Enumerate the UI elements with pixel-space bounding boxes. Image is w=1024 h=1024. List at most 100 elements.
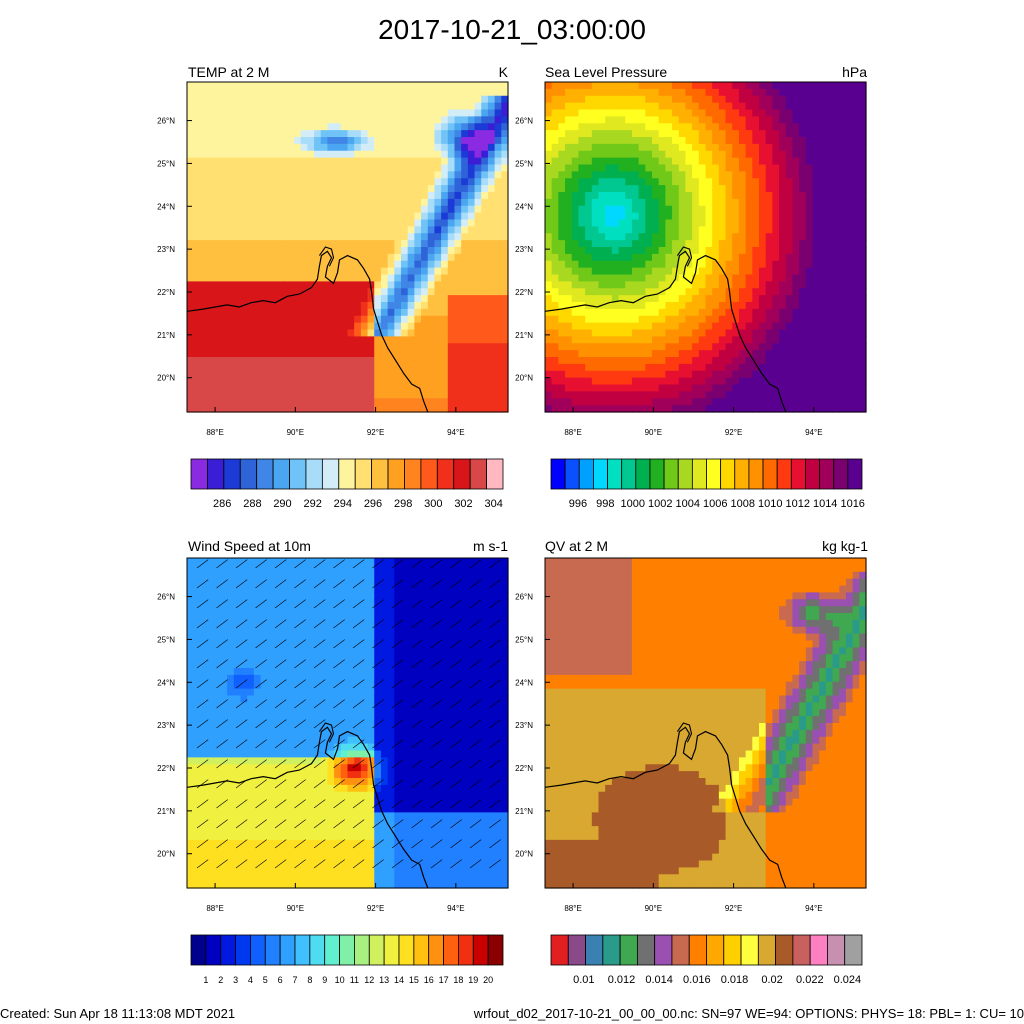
heatmap-cell	[745, 329, 753, 337]
heatmap-cell	[474, 185, 482, 193]
heatmap-cell	[474, 178, 482, 186]
heatmap-cell	[759, 157, 767, 166]
heatmap-cell	[839, 267, 847, 276]
heatmap-cell	[551, 171, 559, 179]
heatmap-cell	[638, 171, 646, 179]
heatmap-cell	[327, 260, 335, 269]
heatmap-cell	[260, 171, 268, 179]
heatmap-cell	[247, 95, 255, 104]
heatmap-cell	[247, 205, 255, 214]
heatmap-cell	[367, 150, 375, 159]
heatmap-cell	[598, 212, 606, 221]
heatmap-cell	[692, 130, 700, 138]
heatmap-cell	[334, 253, 342, 262]
heatmap-cell	[825, 274, 834, 282]
heatmap-cell	[307, 233, 315, 241]
panel-4-title: QV at 2 M	[545, 538, 609, 554]
heatmap-cell	[618, 295, 626, 303]
heatmap-cell	[779, 370, 787, 379]
heatmap-cell	[320, 336, 329, 344]
heatmap-cell	[845, 377, 854, 386]
heatmap-cell	[474, 137, 482, 145]
heatmap-cell	[340, 398, 349, 406]
heatmap-cell	[725, 157, 733, 166]
colorbar-swatch	[720, 458, 736, 490]
heatmap-cell	[759, 171, 767, 179]
heatmap-cell	[845, 295, 854, 303]
heatmap-cell	[467, 212, 476, 221]
heatmap-cell	[658, 95, 666, 104]
heatmap-cell	[698, 109, 707, 117]
heatmap-cell	[213, 260, 222, 269]
y-tick-label: 20°N	[515, 374, 533, 383]
heatmap-cell	[819, 350, 827, 358]
heatmap-cell	[481, 322, 489, 331]
heatmap-cell	[611, 95, 620, 104]
heatmap-cell	[447, 219, 456, 227]
heatmap-cell	[779, 157, 787, 166]
heatmap-cell	[845, 143, 854, 152]
heatmap-cell	[340, 88, 349, 97]
heatmap-cell	[193, 681, 201, 690]
heatmap-cell	[220, 82, 228, 90]
heatmap-cell	[320, 363, 329, 372]
heatmap-cell	[625, 178, 633, 186]
heatmap-cell	[732, 288, 740, 296]
heatmap-cell	[785, 350, 794, 358]
heatmap-cell	[631, 370, 640, 379]
heatmap-cell	[247, 405, 255, 413]
heatmap-cell	[585, 198, 593, 207]
heatmap-cell	[193, 846, 201, 855]
heatmap-cell	[501, 150, 509, 159]
heatmap-cell	[732, 157, 740, 166]
heatmap-cell	[825, 198, 834, 207]
heatmap-cell	[474, 219, 482, 227]
heatmap-cell	[247, 363, 255, 372]
heatmap-cell	[672, 226, 680, 234]
heatmap-cell	[578, 370, 586, 379]
heatmap-cell	[718, 370, 727, 379]
heatmap-cell	[645, 157, 653, 166]
heatmap-cell	[374, 164, 382, 172]
heatmap-cell	[494, 137, 502, 145]
heatmap-cell	[200, 357, 208, 365]
heatmap-cell	[334, 102, 342, 111]
heatmap-cell	[360, 212, 369, 221]
heatmap-cell	[434, 363, 442, 372]
heatmap-cell	[852, 150, 860, 159]
heatmap-cell	[193, 363, 201, 372]
heatmap-cell	[845, 350, 854, 358]
heatmap-cell	[307, 370, 315, 379]
heatmap-cell	[294, 274, 302, 282]
heatmap-cell	[233, 185, 242, 193]
heatmap-cell	[551, 116, 559, 124]
heatmap-cell	[638, 198, 646, 207]
heatmap-cell	[658, 370, 666, 379]
heatmap-cell	[725, 102, 733, 111]
heatmap-cell	[792, 143, 800, 152]
heatmap-cell	[712, 295, 720, 303]
heatmap-cell	[545, 274, 553, 282]
heatmap-cell	[327, 198, 335, 207]
heatmap-cell	[294, 384, 302, 392]
heatmap-cell	[738, 247, 747, 255]
heatmap-cell	[454, 267, 462, 276]
heatmap-cell	[300, 164, 308, 172]
heatmap-cell	[193, 757, 201, 765]
heatmap-cell	[825, 281, 834, 289]
heatmap-cell	[565, 233, 573, 241]
heatmap-cell	[294, 82, 302, 90]
heatmap-cell	[765, 137, 773, 145]
heatmap-cell	[772, 226, 780, 234]
heatmap-cell	[819, 219, 827, 227]
heatmap-cell	[334, 130, 342, 138]
heatmap-cell	[799, 102, 807, 111]
heatmap-cell	[367, 137, 375, 145]
heatmap-cell	[585, 363, 593, 372]
heatmap-cell	[752, 308, 760, 317]
heatmap-cell	[407, 274, 415, 282]
colorbar-swatch	[289, 458, 307, 490]
heatmap-cell	[374, 405, 382, 413]
heatmap-cell	[240, 157, 248, 166]
heatmap-cell	[380, 288, 389, 296]
